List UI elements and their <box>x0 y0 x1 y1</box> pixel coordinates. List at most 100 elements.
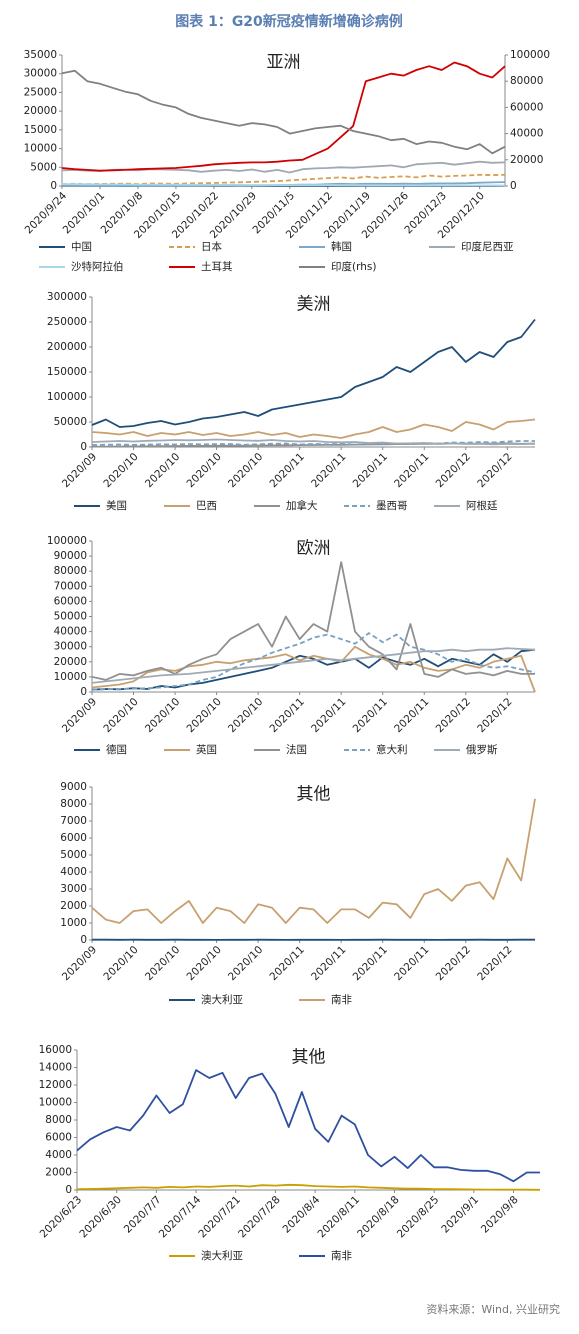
x-tick-label: 2020/11 <box>268 944 307 983</box>
x-tick-label: 2020/10 <box>185 944 224 983</box>
legend-label: 澳大利亚 <box>201 1249 243 1262</box>
y-tick-label: 20000 <box>24 105 57 117</box>
x-tick-label: 2020/11 <box>351 451 390 490</box>
y-tick-label: 250000 <box>47 316 87 328</box>
y-tick-label: 100000 <box>47 391 87 403</box>
y-tick-label: 10000 <box>54 671 87 683</box>
y-tick-label: 0 <box>50 180 57 192</box>
y-tick-label: 50000 <box>54 611 87 623</box>
y-tick-label: 3000 <box>60 883 87 895</box>
y2-tick-label: 60000 <box>510 101 543 113</box>
y-tick-label: 15000 <box>24 124 57 136</box>
x-tick-label: 2020/8/11 <box>315 1194 362 1241</box>
x-tick-label: 2020/12 <box>475 944 514 983</box>
chart-title: 美洲 <box>297 295 331 315</box>
y-tick-label: 2000 <box>45 1167 72 1179</box>
legend-label: 日本 <box>201 240 222 253</box>
y-tick-label: 80000 <box>54 565 87 577</box>
x-tick-label: 2020/11 <box>392 451 431 490</box>
y-tick-label: 8000 <box>60 798 87 810</box>
y-tick-label: 90000 <box>54 550 87 562</box>
x-tick-label: 2020/10 <box>101 451 140 490</box>
line-series <box>91 798 536 924</box>
chart-title: 其他 <box>292 1048 326 1068</box>
x-tick-label: 2020/10 <box>143 696 182 735</box>
line-series <box>76 1069 540 1183</box>
y-tick-label: 0 <box>80 934 87 946</box>
y-tick-label: 70000 <box>54 580 87 592</box>
legend-label: 俄罗斯 <box>466 743 498 756</box>
x-tick-label: 2020/11 <box>309 451 348 490</box>
line-series <box>61 69 506 155</box>
y-tick-label: 7000 <box>60 815 87 827</box>
legend-label: 法国 <box>286 743 307 756</box>
y-tick-label: 2000 <box>60 900 87 912</box>
legend-label: 德国 <box>106 743 127 756</box>
line-series <box>91 632 536 691</box>
x-tick-label: 2020/12 <box>434 944 473 983</box>
x-tick-label: 2020/12 <box>475 696 514 735</box>
line-series <box>91 440 535 446</box>
legend-label: 英国 <box>196 743 217 756</box>
y-tick-label: 25000 <box>24 86 57 98</box>
legend-label: 澳大利亚 <box>201 993 243 1006</box>
x-tick-label: 2020/8/25 <box>395 1194 442 1241</box>
y-tick-label: 35000 <box>24 49 57 61</box>
y-tick-label: 40000 <box>54 626 87 638</box>
x-tick-label: 2020/10 <box>226 944 265 983</box>
x-tick-label: 2020/11 <box>309 944 348 983</box>
x-tick-label: 2020/09 <box>60 451 99 490</box>
x-tick-label: 2020/10 <box>101 944 140 983</box>
x-tick-label: 2020/9/8 <box>479 1194 521 1236</box>
line-series <box>91 418 536 439</box>
x-tick-label: 2020/10 <box>226 451 265 490</box>
y-tick-label: 0 <box>80 441 87 453</box>
y-tick-label: 10000 <box>39 1097 72 1109</box>
line-series <box>91 647 536 684</box>
legend-label: 印度(rhs) <box>331 260 376 273</box>
x-tick-label: 2020/11 <box>351 944 390 983</box>
y-tick-label: 1000 <box>60 917 87 929</box>
x-tick-label: 2020/10 <box>143 451 182 490</box>
y-tick-label: 30000 <box>54 641 87 653</box>
y2-tick-label: 40000 <box>510 128 543 140</box>
legend-label: 南非 <box>331 1249 352 1262</box>
x-tick-label: 2020/10 <box>143 944 182 983</box>
x-tick-label: 2020/6/23 <box>38 1194 85 1241</box>
x-tick-label: 2020/11 <box>309 696 348 735</box>
y-tick-label: 6000 <box>45 1132 72 1144</box>
page-title: 图表 1：G20新冠疫情新增确诊病例 <box>175 13 403 30</box>
y-tick-label: 50000 <box>54 416 87 428</box>
x-tick-label: 2020/9/1 <box>439 1194 481 1236</box>
y-tick-label: 16000 <box>39 1044 72 1056</box>
x-tick-label: 2020/10 <box>101 696 140 735</box>
legend-label: 沙特阿拉伯 <box>71 260 124 273</box>
x-tick-label: 2020/09 <box>60 944 99 983</box>
x-tick-label: 2020/7/28 <box>236 1194 283 1241</box>
line-series <box>61 61 506 172</box>
legend-label: 南非 <box>331 993 352 1006</box>
y-tick-label: 200000 <box>47 341 87 353</box>
x-tick-label: 2020/7/21 <box>196 1194 243 1241</box>
x-tick-label: 2020/12 <box>475 451 514 490</box>
x-tick-label: 2020/7/7 <box>122 1194 164 1236</box>
y-tick-label: 9000 <box>60 781 87 793</box>
y-tick-label: 8000 <box>45 1114 72 1126</box>
x-tick-label: 2020/12 <box>434 696 473 735</box>
line-series <box>61 160 506 174</box>
legend-label: 土耳其 <box>201 260 233 273</box>
x-tick-label: 2020/11 <box>392 696 431 735</box>
y-tick-label: 30000 <box>24 68 57 80</box>
x-tick-label: 2020/8/4 <box>281 1194 323 1236</box>
x-tick-label: 2020/11 <box>351 696 390 735</box>
y-tick-label: 0 <box>65 1184 72 1196</box>
legend-label: 阿根廷 <box>466 499 498 512</box>
y-tick-label: 300000 <box>47 291 87 303</box>
legend-label: 意大利 <box>376 743 408 756</box>
x-tick-label: 2020/11 <box>392 944 431 983</box>
x-tick-label: 2020/10 <box>185 696 224 735</box>
legend-label: 中国 <box>71 240 92 253</box>
chart-title: 亚洲 <box>267 53 301 73</box>
legend-label: 韩国 <box>331 240 352 253</box>
legend-label: 巴西 <box>196 500 217 512</box>
